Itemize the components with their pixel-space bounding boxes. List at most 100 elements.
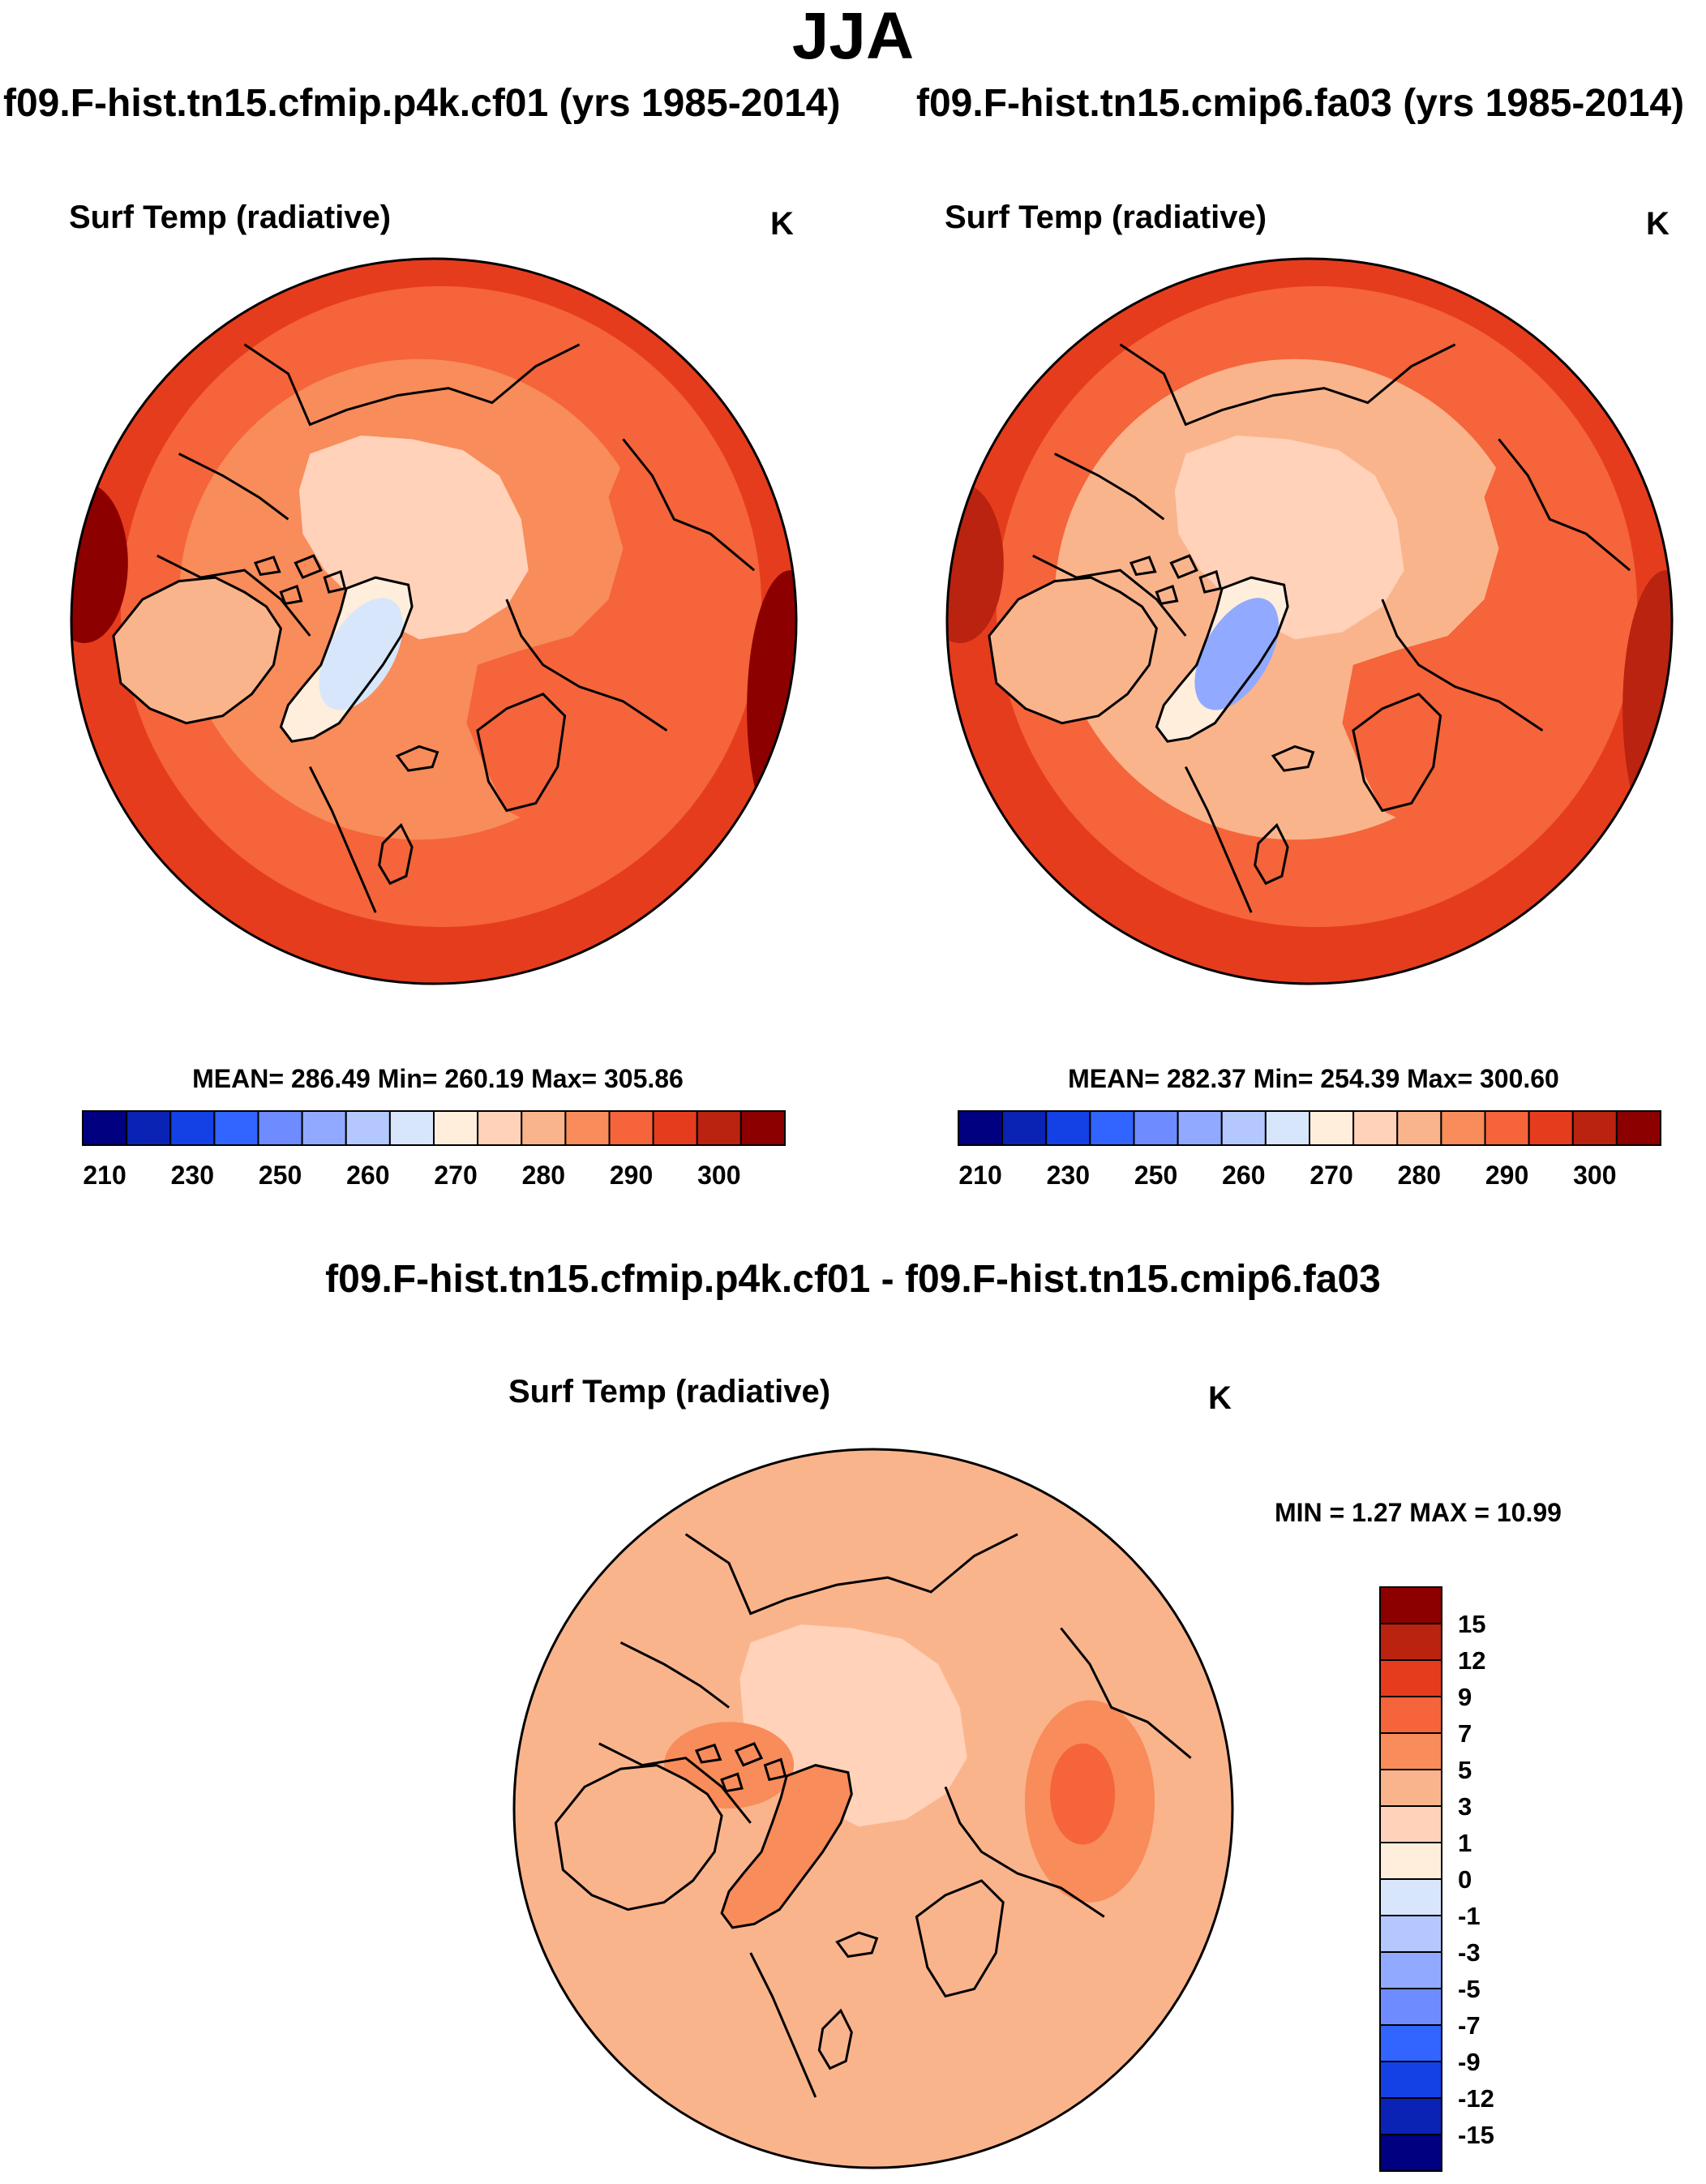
coastline-island (253, 556, 281, 577)
diff-colorbar-tick-label: 7 (1458, 1719, 1472, 1748)
colorbar-tick-label: 260 (1222, 1161, 1265, 1190)
colorbar-tick-label: 210 (958, 1161, 1001, 1190)
diff-colorbar-tick-label: -5 (1458, 1975, 1481, 2003)
coastline-segment (684, 1533, 1018, 1615)
diff-colorbar-tick-label: 1 (1458, 1829, 1472, 1857)
coastline-greenland (720, 1764, 853, 1929)
diff-colorbar: 15 12 9 7 5 3 1 0 -1 -3 -5 -7 -9 -12 -15 (1379, 1586, 1494, 2172)
colorbar-swatch (696, 1110, 742, 1146)
coastline-segment (944, 1786, 1105, 1918)
diff-colorbar-swatch (1379, 1988, 1442, 2026)
coastline-scandinavia (476, 693, 567, 813)
coastline-segment (178, 453, 289, 521)
coastline-scandinavia (915, 1879, 1005, 1998)
diff-colorbar-swatch (1379, 1732, 1442, 1770)
colorbar-tick-label: 210 (83, 1161, 126, 1190)
colorbar-swatch (257, 1110, 303, 1146)
map-border (70, 257, 798, 985)
colorbar-swatch (958, 1110, 1004, 1146)
colorbar-swatch (345, 1110, 391, 1146)
colorbar-swatch (169, 1110, 216, 1146)
colorbar-swatch (739, 1110, 786, 1146)
colorbar-tick-label: 280 (1398, 1161, 1441, 1190)
colorbar-swatch (82, 1110, 128, 1146)
left-run-title: f09.F-hist.tn15.cfmip.p4k.cf01 (yrs 1985… (3, 82, 841, 125)
diff-colorbar-tick-label: -1 (1458, 1902, 1481, 1930)
coastline-segment (1032, 554, 1187, 637)
diff-colorbar-swatch (1379, 1842, 1442, 1880)
right-colorbar: 210 230 250 260 270 280 290 300 (958, 1110, 1661, 1190)
diff-greenland-field (722, 1765, 852, 1928)
diff-variable-label: Surf Temp (radiative) (508, 1374, 831, 1410)
colorbar-tick-label: 250 (1134, 1161, 1177, 1190)
coastline-greenland (279, 576, 414, 743)
eurasia-land-field (1342, 461, 1601, 833)
coastline-island (1198, 569, 1223, 594)
coastline-iceland (835, 1931, 879, 1959)
coastline-segment (598, 1742, 752, 1824)
right-variable-label: Surf Temp (radiative) (945, 200, 1267, 235)
colorbar-tick-label: 250 (259, 1161, 302, 1190)
colorbar-swatch (1309, 1110, 1355, 1146)
left-variable-label: Surf Temp (radiative) (69, 200, 392, 235)
coastline-segment (749, 1952, 817, 2098)
diff-colorbar-swatch (1379, 1586, 1442, 1624)
diff-siberia-core (1050, 1743, 1116, 1845)
diff-colorbar-swatch (1379, 1805, 1442, 1843)
coastline-segment (1184, 766, 1253, 913)
colorbar-tick-label: 260 (346, 1161, 389, 1190)
coastline-island (323, 569, 347, 594)
coastline-island (763, 1757, 787, 1782)
diff-colorbar-swatch (1379, 2024, 1442, 2062)
colorbar-swatch (1220, 1110, 1267, 1146)
right-polar-map (945, 257, 1674, 985)
coastline-canada (112, 576, 282, 725)
diff-colorbar-swatch (1379, 1623, 1442, 1661)
diff-colorbar-swatch (1379, 1769, 1442, 1807)
diff-polar-map (512, 1448, 1234, 2169)
left-units-label: K (770, 206, 794, 242)
left-stats: MEAN= 286.49 Min= 260.19 Max= 305.86 (192, 1064, 684, 1093)
coastline-island (694, 1743, 722, 1764)
colorbar-tick-label: 290 (1485, 1161, 1528, 1190)
coastline-britain (817, 2008, 853, 2070)
coastline-iceland (395, 744, 439, 772)
colorbar-swatch (1264, 1110, 1310, 1146)
diff-colorbar-swatch (1379, 1915, 1442, 1953)
colorbar-swatch (652, 1110, 698, 1146)
coastline-greenland (1155, 576, 1289, 743)
colorbar-swatch (521, 1110, 567, 1146)
coastline-segment (308, 766, 377, 913)
colorbar-swatch (1177, 1110, 1223, 1146)
coastline-island (279, 584, 303, 606)
colorbar-tick-label: 270 (434, 1161, 477, 1190)
diff-colorbar-swatch (1379, 1951, 1442, 1989)
colorbar-swatch (1440, 1110, 1486, 1146)
diff-colorbar-tick-label: -12 (1458, 2084, 1494, 2113)
coastline-britain (1254, 822, 1289, 886)
right-units-label: K (1646, 206, 1670, 242)
left-polar-map (70, 257, 798, 985)
right-stats: MEAN= 282.37 Min= 254.39 Max= 300.60 (1068, 1064, 1559, 1093)
colorbar-tick-label: 280 (522, 1161, 565, 1190)
diff-colorbar-tick-label: 5 (1458, 1756, 1472, 1784)
colorbar-swatch (213, 1110, 259, 1146)
colorbar-swatch (301, 1110, 347, 1146)
diff-colorbar-swatch (1379, 1659, 1442, 1697)
colorbar-swatch (1001, 1110, 1048, 1146)
diff-units-label: K (1208, 1380, 1232, 1416)
colorbar-swatch (1045, 1110, 1091, 1146)
right-run-title: f09.F-hist.tn15.cmip6.fa03 (yrs 1985-201… (916, 82, 1685, 125)
colorbar-tick-label: 270 (1310, 1161, 1352, 1190)
diff-colorbar-tick-label: 0 (1458, 1865, 1472, 1894)
diff-colorbar-swatch (1379, 1878, 1442, 1916)
diff-colorbar-tick-label: 3 (1458, 1792, 1472, 1821)
coastline-island (734, 1741, 764, 1767)
colorbar-swatch (388, 1110, 435, 1146)
colorbar-swatch (608, 1110, 654, 1146)
colorbar-swatch (126, 1110, 172, 1146)
colorbar-swatch (1528, 1110, 1574, 1146)
coastline-segment (1054, 453, 1165, 521)
diff-colorbar-tick-label: 9 (1458, 1683, 1472, 1711)
map-border (945, 257, 1674, 985)
